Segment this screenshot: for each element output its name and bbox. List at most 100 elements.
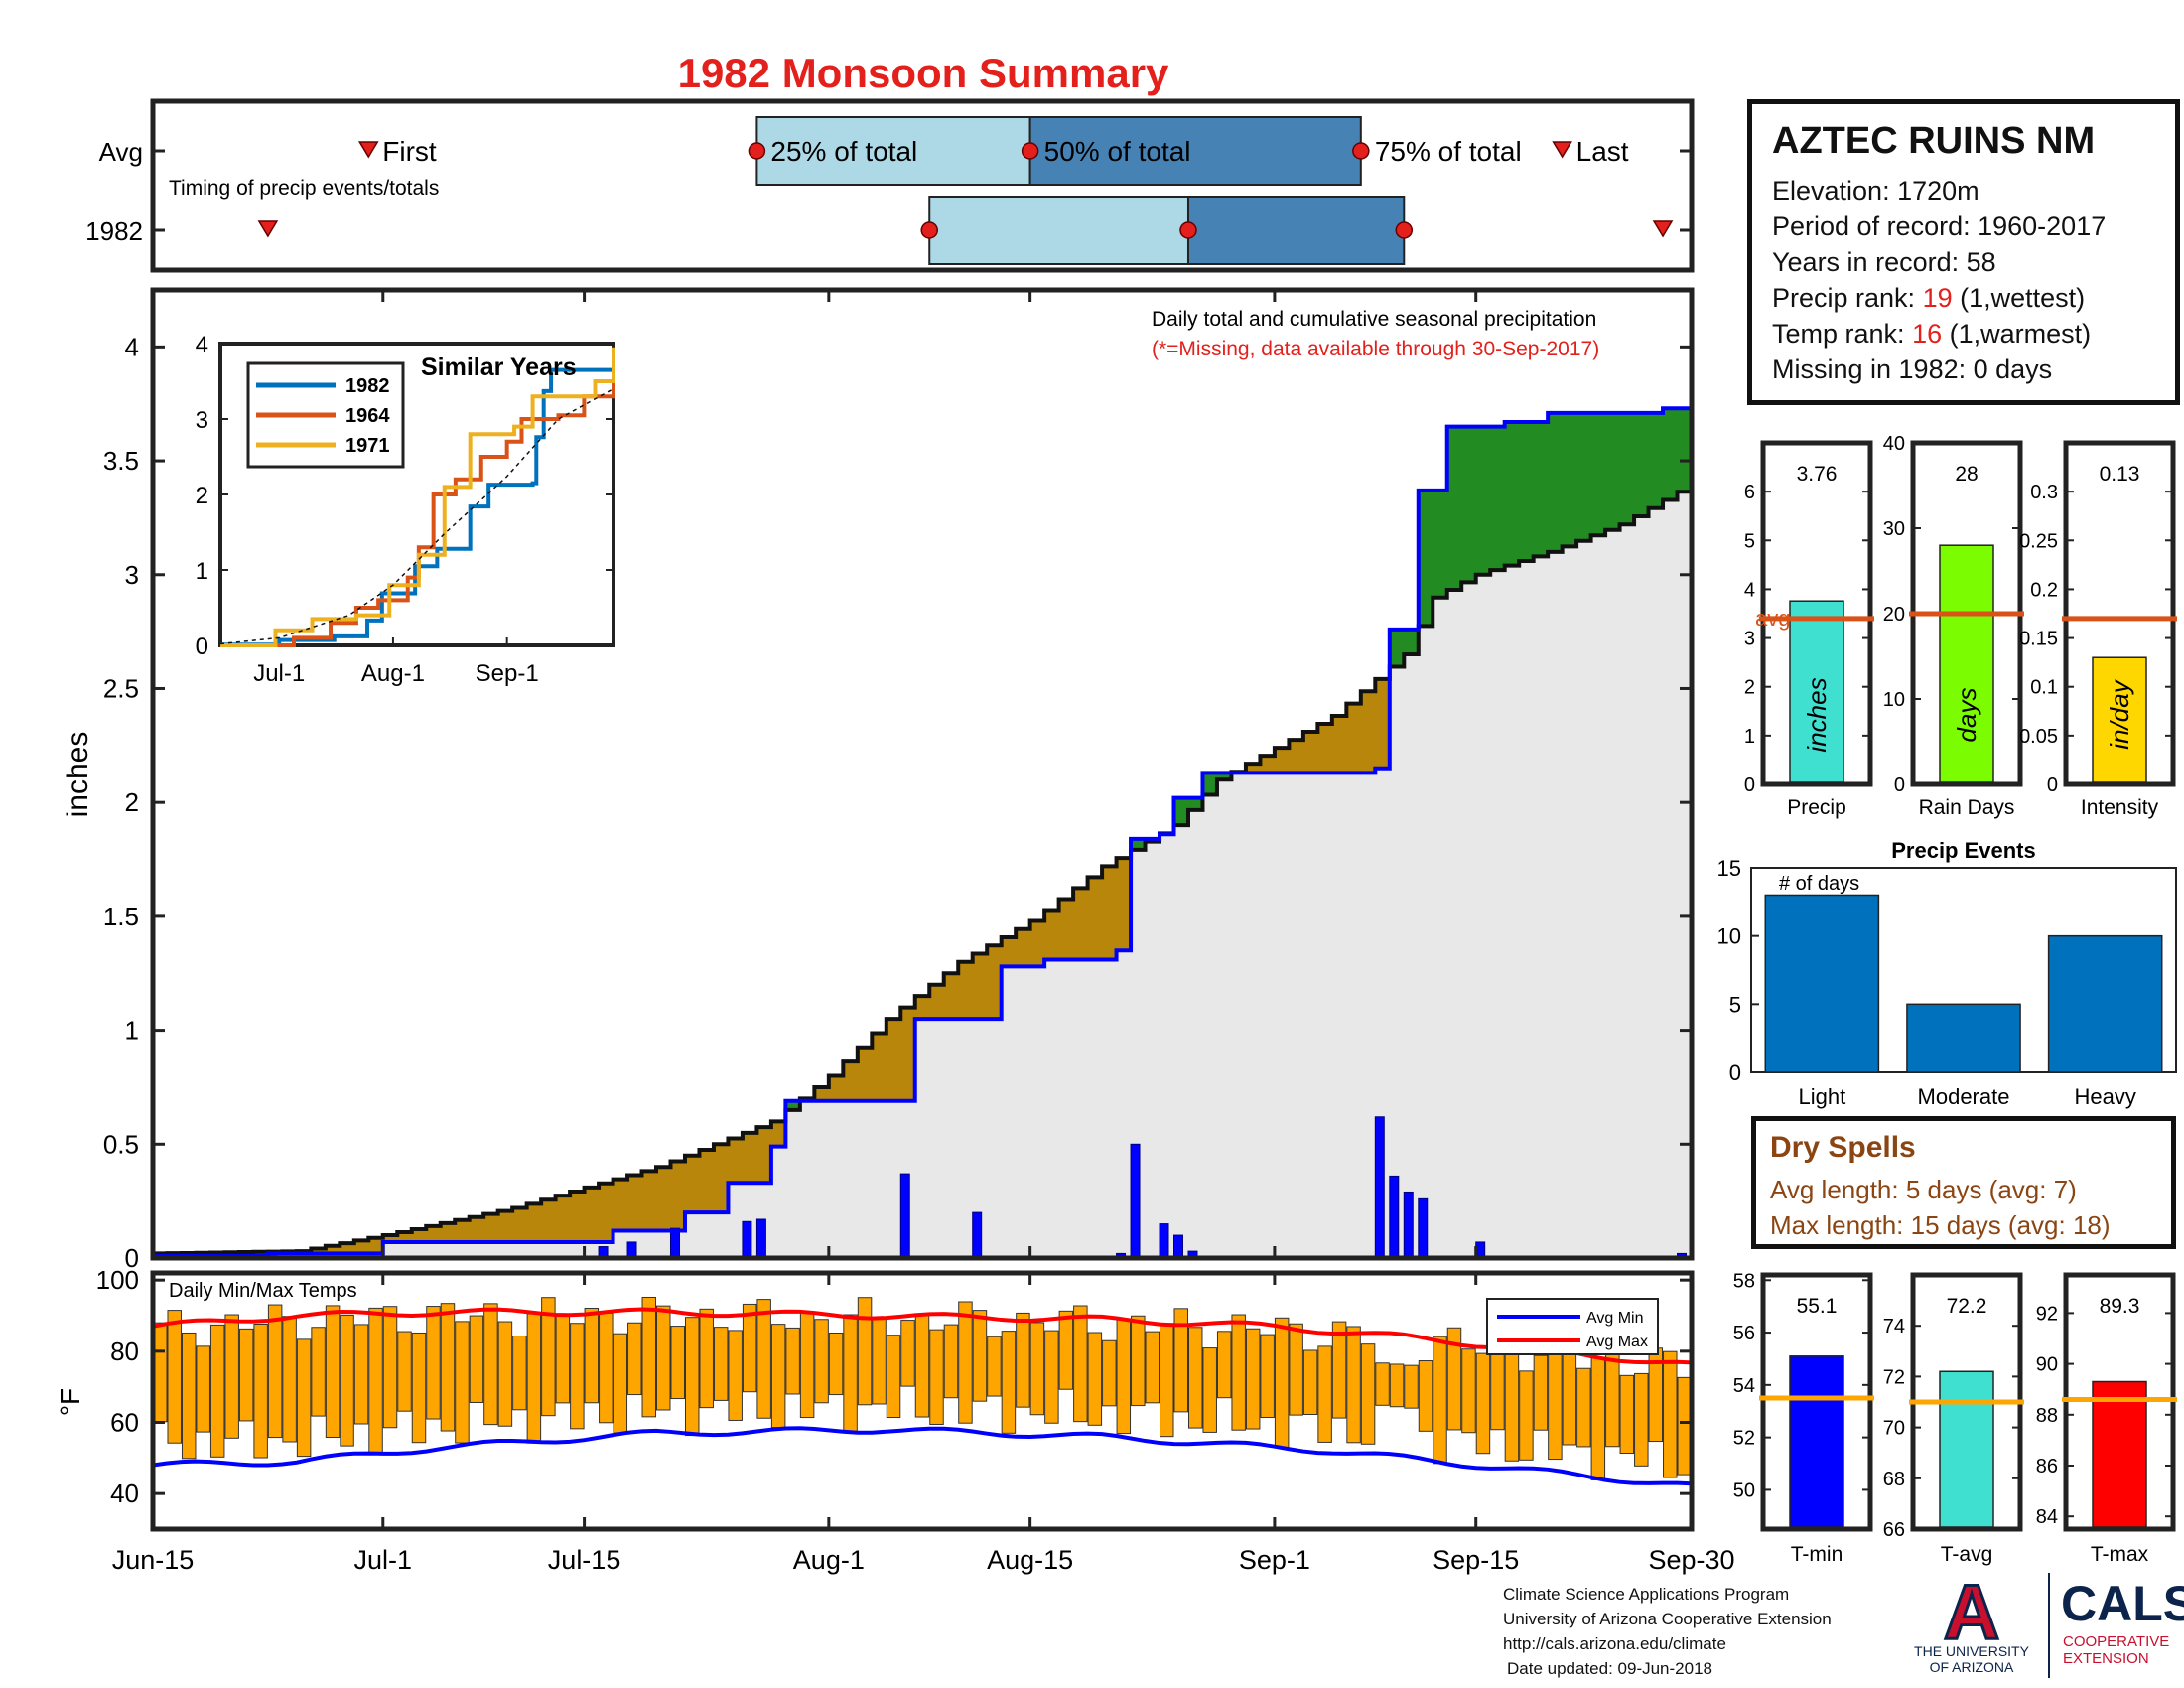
- daily-temp-range-bar: [1461, 1348, 1476, 1434]
- daily-temp-range-bar: [224, 1314, 239, 1439]
- below-average-fill: [1260, 756, 1276, 774]
- daily-temp-range-bar: [684, 1317, 700, 1437]
- cumulative-fill: [1490, 570, 1506, 1258]
- credit-line-4: Date updated: 09-Jun-2018: [1507, 1659, 1712, 1678]
- station-period: Period of record: 1960-2017: [1772, 211, 2107, 241]
- cumulative-fill: [1260, 773, 1276, 1258]
- daily-temp-range-bar: [1001, 1331, 1017, 1434]
- below-average-fill: [613, 1179, 628, 1231]
- daily-temp-range-bar: [1245, 1328, 1261, 1430]
- above-average-fill: [1202, 773, 1218, 795]
- cumulative-fill: [929, 1019, 945, 1258]
- summary-value-bar: [1789, 600, 1844, 783]
- timing-percentile-marker: [1395, 221, 1414, 239]
- daily-temp-range-bar: [627, 1322, 642, 1396]
- below-average-fill: [1073, 888, 1089, 960]
- daily-temp-range-bar: [1562, 1349, 1577, 1446]
- timing-year-label: 1982: [85, 216, 143, 246]
- cumulative-fill: [699, 1212, 715, 1258]
- timing-avg-label: Avg: [99, 137, 143, 167]
- cals-coop1: COOPERATIVE: [2063, 1633, 2169, 1650]
- inset-legend-label: 1982: [345, 375, 390, 397]
- daily-temp-range-bar: [1317, 1345, 1332, 1443]
- y-tick-label: 4: [125, 332, 139, 361]
- cumulative-fill: [857, 1100, 873, 1258]
- cumulative-fill: [1202, 794, 1218, 1258]
- daily-temp-range-bar: [526, 1313, 542, 1444]
- cumulative-fill: [872, 1100, 887, 1258]
- daily-temp-range-bar: [311, 1327, 326, 1417]
- daily-temp-range-bar: [1016, 1312, 1030, 1408]
- summary-y-tick-label: 6: [1744, 482, 1755, 503]
- daily-temp-range-bar: [770, 1324, 786, 1429]
- cumulative-fill: [613, 1230, 628, 1258]
- daily-temp-range-bar: [1663, 1350, 1678, 1478]
- daily-temp-range-bar: [1634, 1372, 1649, 1467]
- daily-temp-range-bar: [1202, 1347, 1217, 1433]
- daily-temp-range-bar: [1533, 1354, 1549, 1431]
- events-y-tick-label: 15: [1717, 856, 1741, 881]
- daily-temp-range-bar: [1058, 1310, 1074, 1390]
- daily-temp-range-bar: [397, 1331, 412, 1412]
- daily-temp-range-bar: [368, 1307, 383, 1454]
- daily-temp-range-bar: [296, 1338, 312, 1458]
- daily-temp-range-bar: [929, 1329, 944, 1425]
- cumulative-fill: [1029, 966, 1045, 1258]
- daily-temp-range-bar: [181, 1332, 197, 1460]
- daily-temp-range-bar: [570, 1323, 585, 1430]
- cumulative-fill: [1346, 773, 1362, 1258]
- summary-value-label: 0.13: [2100, 463, 2140, 486]
- below-average-fill: [828, 1075, 844, 1101]
- above-average-fill: [1187, 797, 1204, 810]
- cumulative-fill: [814, 1100, 830, 1258]
- temp-summary-y-tick-label: 58: [1733, 1270, 1755, 1292]
- below-average-fill: [368, 1237, 384, 1254]
- inset-series-line: [219, 387, 614, 645]
- summary-y-tick-label: 0.2: [2030, 579, 2058, 601]
- year-cumulative-line: [153, 406, 1692, 1258]
- temp-summary-category-label: T-max: [2091, 1543, 2149, 1566]
- daily-temp-range-bar: [1346, 1326, 1361, 1444]
- above-average-fill: [785, 1100, 801, 1110]
- cumulative-fill: [1504, 565, 1520, 1258]
- above-average-fill: [1677, 408, 1693, 492]
- cumulative-fill: [1245, 773, 1262, 1258]
- below-average-fill: [670, 1161, 686, 1231]
- cumulative-fill: [1102, 959, 1118, 1258]
- summary-value-bar: [2092, 656, 2147, 783]
- dry-spells-box: Dry Spells Avg length: 5 days (avg: 7) M…: [1751, 1116, 2176, 1249]
- below-average-fill: [541, 1199, 557, 1242]
- daily-temp-range-bar: [440, 1303, 456, 1432]
- daily-temp-range-bar: [196, 1345, 210, 1433]
- below-average-fill: [411, 1228, 427, 1242]
- daily-temp-range-bar: [153, 1322, 168, 1423]
- events-bar: [1764, 894, 1880, 1073]
- legend-avg-max: Avg Max: [1586, 1334, 1648, 1350]
- cumulative-fill: [1389, 666, 1405, 1258]
- daily-temp-range-bar: [1504, 1350, 1520, 1462]
- timing-box-50-75: [1028, 116, 1362, 186]
- summary-y-tick-label: 0: [1894, 774, 1905, 796]
- below-average-fill: [987, 945, 1003, 1020]
- daily-temp-range-bar: [340, 1314, 354, 1447]
- cumulative-fill: [512, 1241, 528, 1258]
- y-tick-label: 2.5: [103, 673, 139, 703]
- precip-rank-prefix: Precip rank:: [1772, 283, 1923, 313]
- station-info-box: AZTEC RUINS NM Elevation: 1720m Period o…: [1747, 99, 2180, 405]
- below-average-fill: [397, 1232, 413, 1242]
- daily-temp-range-bar: [1260, 1334, 1275, 1419]
- daily-precip-bar: [1403, 1191, 1414, 1259]
- daily-temp-range-bar: [728, 1330, 743, 1421]
- cumulative-fill: [1677, 492, 1693, 1259]
- avg-max-temp-line: [152, 1307, 1693, 1365]
- precip-rank-value: 19: [1922, 283, 1953, 313]
- daily-temp-range-bar: [253, 1324, 268, 1459]
- cumulative-fill: [987, 1019, 1003, 1258]
- x-tick-label: Jul-15: [548, 1545, 621, 1575]
- y-tick-label: 0.5: [103, 1129, 139, 1159]
- similar-years-inset: 0 1 2 3 4 Jul-1 Aug-1 Sep-1 Similar Years 1982 1…: [196, 332, 615, 687]
- above-average-fill: [1216, 773, 1233, 780]
- cumulative-fill: [1044, 959, 1060, 1258]
- temp-summary-value-label: 89.3: [2100, 1295, 2140, 1318]
- cumulative-fill: [799, 1100, 815, 1258]
